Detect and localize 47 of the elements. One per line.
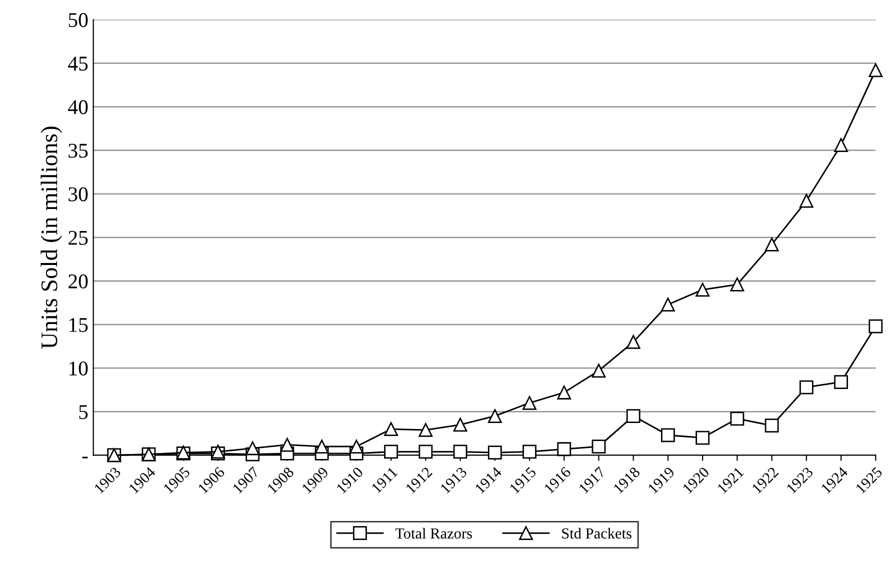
point — [488, 446, 502, 460]
point — [384, 444, 398, 459]
y-tick-label: 15 — [69, 318, 88, 332]
point — [453, 444, 468, 459]
point — [557, 386, 572, 400]
point — [384, 422, 398, 436]
point — [661, 298, 675, 312]
point — [661, 428, 675, 442]
point — [764, 418, 779, 433]
point — [730, 278, 744, 292]
y-tick-label: 5 — [79, 405, 88, 420]
point — [626, 335, 640, 349]
point — [280, 438, 294, 452]
y-tick-label: 40 — [68, 100, 88, 114]
y-axis-title: Units Sold (in millions) — [40, 126, 62, 349]
point — [592, 364, 606, 378]
point — [488, 409, 502, 423]
point — [868, 319, 883, 334]
y-tick-label: 35 — [68, 144, 88, 158]
point — [522, 396, 536, 410]
point — [764, 237, 779, 252]
legend-label: Std Packets — [562, 528, 632, 539]
point — [834, 138, 848, 152]
point — [834, 375, 848, 389]
point — [626, 409, 640, 423]
y-tick-label: - — [82, 456, 88, 458]
legend-label: Total Razors — [395, 528, 472, 539]
y-tick-label: 50 — [68, 13, 88, 28]
y-tick-label: 25 — [68, 230, 88, 245]
point — [868, 63, 883, 78]
point — [522, 444, 536, 459]
point — [696, 282, 710, 297]
point — [592, 440, 606, 454]
y-tick-label: 30 — [68, 187, 88, 202]
y-tick-label: 45 — [68, 56, 88, 71]
point — [246, 441, 260, 456]
point — [453, 418, 468, 432]
point — [696, 430, 710, 445]
point — [418, 423, 433, 437]
y-tick-label: 20 — [68, 274, 88, 288]
point — [418, 444, 433, 459]
point — [730, 412, 744, 426]
point — [799, 380, 814, 394]
x-tick-label: 1911 — [371, 466, 398, 494]
y-tick-label: 10 — [69, 361, 88, 376]
point — [799, 194, 814, 208]
point — [557, 442, 572, 456]
